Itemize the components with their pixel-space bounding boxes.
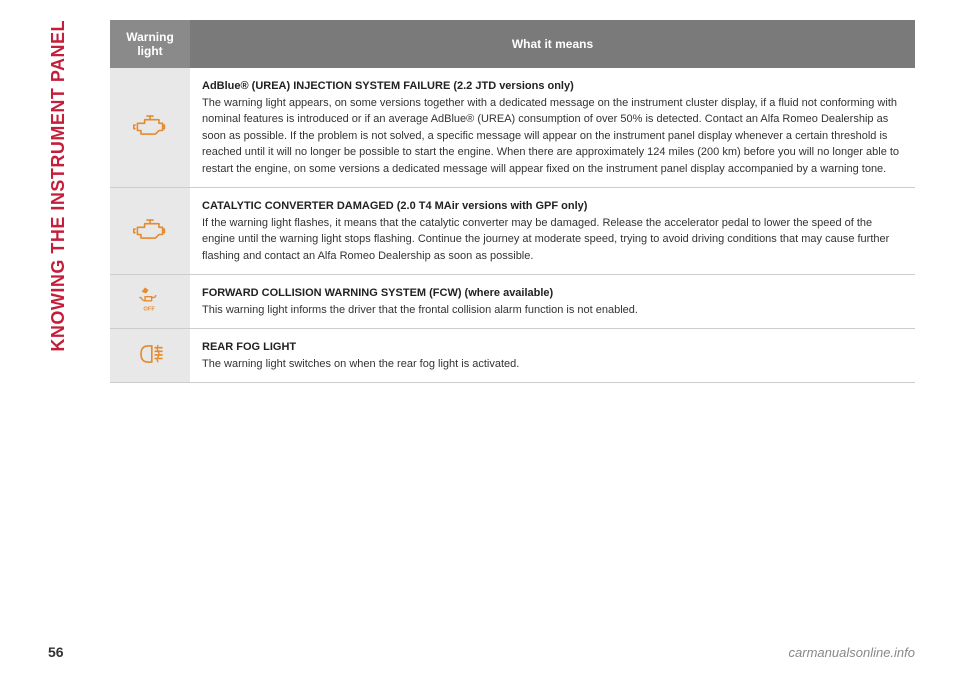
- row-body: The warning light switches on when the r…: [202, 358, 519, 370]
- table-row: REAR FOG LIGHT The warning light switche…: [110, 329, 915, 383]
- warning-table: Warning light What it means AdBlue® (URE…: [110, 20, 915, 383]
- table-row: CATALYTIC CONVERTER DAMAGED (2.0 T4 MAir…: [110, 188, 915, 275]
- row-title: REAR FOG LIGHT: [202, 341, 296, 353]
- row-title: AdBlue® (UREA) INJECTION SYSTEM FAILURE …: [202, 80, 574, 92]
- icon-cell: OFF: [110, 275, 190, 329]
- icon-cell: [110, 329, 190, 383]
- engine-icon: [132, 216, 168, 244]
- main-content: Warning light What it means AdBlue® (URE…: [110, 20, 915, 383]
- icon-cell: [110, 68, 190, 188]
- desc-cell: FORWARD COLLISION WARNING SYSTEM (FCW) (…: [190, 275, 915, 329]
- section-title: KNOWING THE INSTRUMENT PANEL: [48, 20, 69, 352]
- row-body: If the warning light flashes, it means t…: [202, 217, 889, 262]
- icon-cell: [110, 188, 190, 275]
- desc-cell: REAR FOG LIGHT The warning light switche…: [190, 329, 915, 383]
- engine-icon: [132, 112, 168, 140]
- row-title: CATALYTIC CONVERTER DAMAGED (2.0 T4 MAir…: [202, 200, 587, 212]
- svg-text:OFF: OFF: [143, 307, 155, 313]
- table-row: OFF FORWARD COLLISION WARNING SYSTEM (FC…: [110, 275, 915, 329]
- fcw-off-icon: OFF: [132, 286, 168, 314]
- header-what-it-means: What it means: [190, 20, 915, 68]
- page-number: 56: [48, 644, 64, 660]
- table-row: AdBlue® (UREA) INJECTION SYSTEM FAILURE …: [110, 68, 915, 188]
- watermark: carmanualsonline.info: [789, 645, 915, 660]
- row-title: FORWARD COLLISION WARNING SYSTEM (FCW) (…: [202, 287, 553, 299]
- row-body: This warning light informs the driver th…: [202, 304, 638, 316]
- row-body: The warning light appears, on some versi…: [202, 97, 899, 175]
- desc-cell: AdBlue® (UREA) INJECTION SYSTEM FAILURE …: [190, 68, 915, 188]
- desc-cell: CATALYTIC CONVERTER DAMAGED (2.0 T4 MAir…: [190, 188, 915, 275]
- table-header-row: Warning light What it means: [110, 20, 915, 68]
- rear-fog-light-icon: [132, 340, 168, 368]
- header-warning-light: Warning light: [110, 20, 190, 68]
